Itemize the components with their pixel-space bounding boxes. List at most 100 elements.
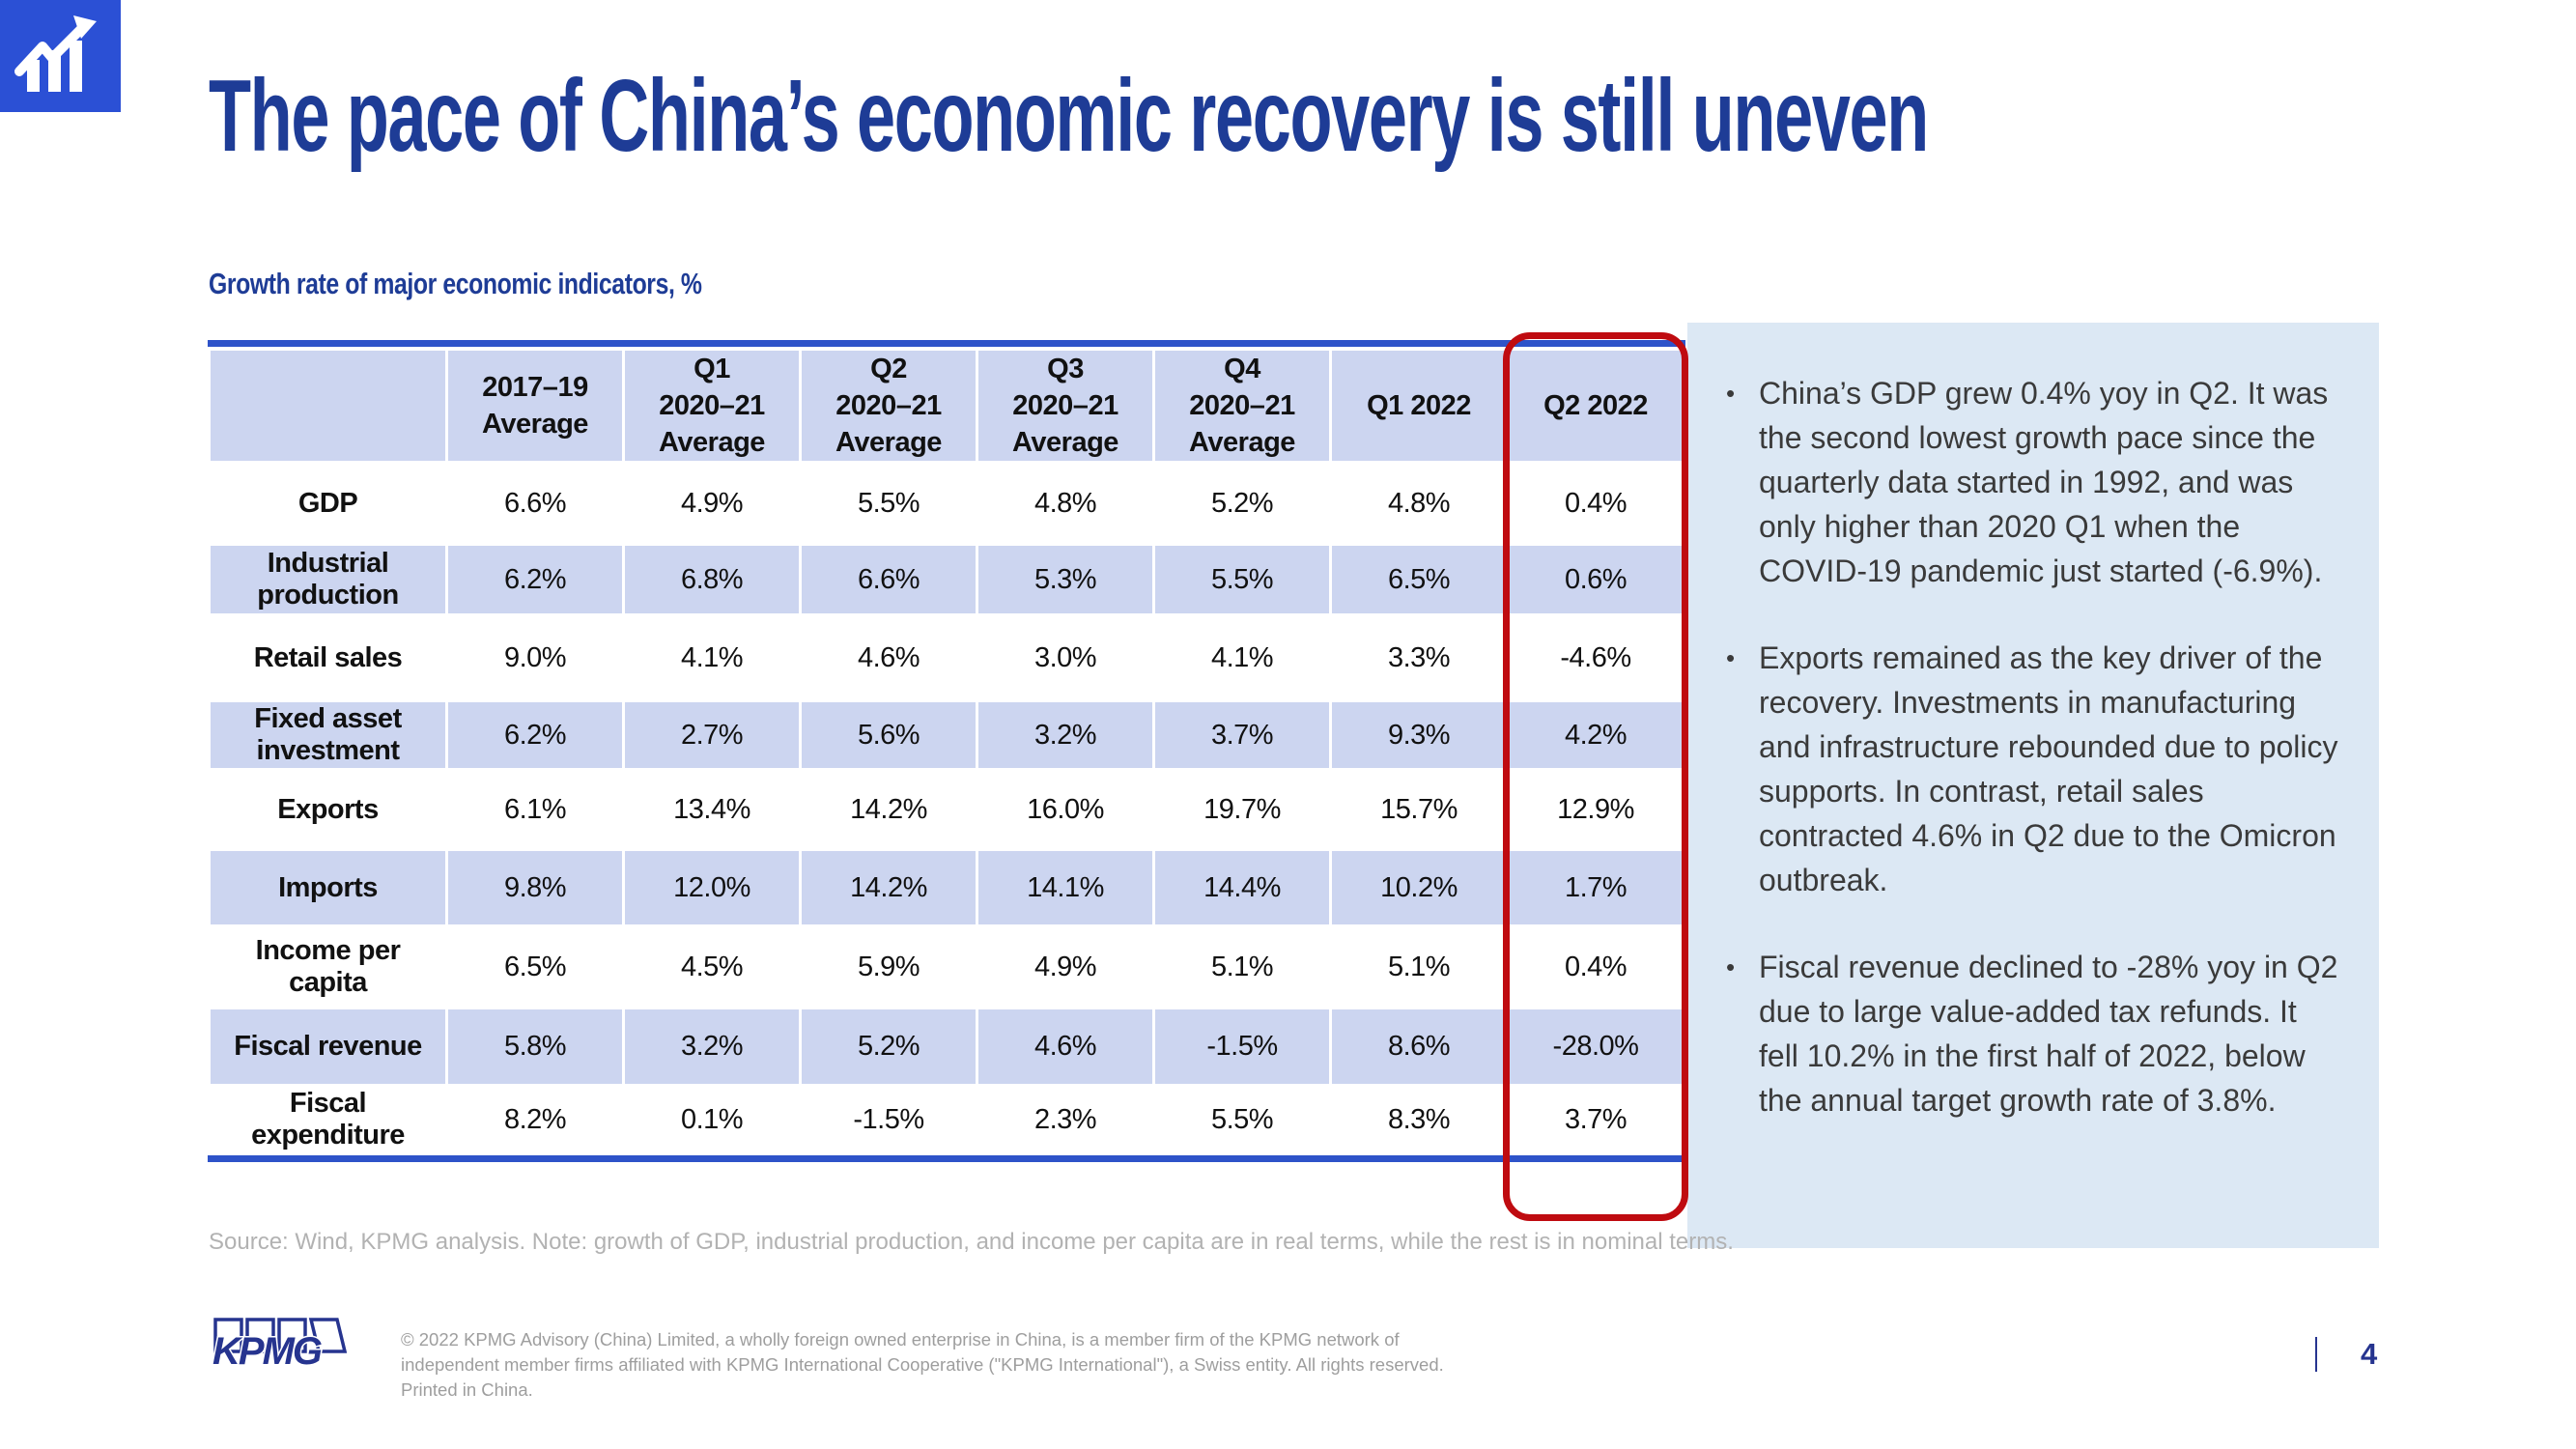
commentary-panel: • China’s GDP grew 0.4% yoy in Q2. It wa… bbox=[1687, 323, 2379, 1248]
table-cell: 9.0% bbox=[503, 641, 567, 673]
table-header-row: 2017–19 Average Q1 2020–21 Average Q2 20… bbox=[211, 351, 1683, 461]
table-caption-text: Growth rate of major economic indicators… bbox=[209, 267, 702, 300]
table-header-cell: 2017–19 Average bbox=[448, 351, 622, 461]
table-row: GDP 6.6% 4.9% 5.5% 4.8% 5.2% 4.8% 0.4% bbox=[211, 465, 1683, 542]
table-cell: 3.0% bbox=[1033, 641, 1097, 673]
table-cell: 5.8% bbox=[448, 1009, 622, 1084]
table-cell: 0.6% bbox=[1509, 546, 1683, 613]
table-cell: 0.1% bbox=[680, 1103, 744, 1135]
row-label: Fiscal expenditure bbox=[251, 1088, 405, 1151]
table-cell: 6.1% bbox=[503, 793, 567, 825]
table-cell: 5.3% bbox=[978, 546, 1152, 613]
table-bottom-rule bbox=[208, 1155, 1685, 1162]
row-label: Income per capita bbox=[255, 935, 401, 998]
table-cell: -1.5% bbox=[853, 1103, 924, 1135]
bullet-dot: • bbox=[1726, 952, 1736, 981]
table-cell: 6.6% bbox=[802, 546, 976, 613]
bullet-item: • Fiscal revenue declined to -28% yoy in… bbox=[1726, 945, 2338, 1122]
table-cell: 3.2% bbox=[625, 1009, 799, 1084]
table-cell: 0.4% bbox=[1564, 487, 1628, 519]
table-cell: -1.5% bbox=[1155, 1009, 1329, 1084]
row-label: GDP bbox=[297, 487, 358, 519]
table-row: Imports 9.8% 12.0% 14.2% 14.1% 14.4% 10.… bbox=[211, 851, 1683, 924]
table-cell: 3.3% bbox=[1387, 641, 1451, 673]
table-cell: 14.4% bbox=[1155, 851, 1329, 924]
table-cell: 5.2% bbox=[1210, 487, 1274, 519]
table-cell: 4.5% bbox=[680, 951, 744, 982]
bullet-item: • Exports remained as the key driver of … bbox=[1726, 636, 2338, 902]
row-label: Retail sales bbox=[253, 641, 403, 673]
table-cell: 6.2% bbox=[448, 546, 622, 613]
page-title: The pace of China’s economic recovery is… bbox=[209, 60, 2576, 173]
table-header-cell: Q1 2022 bbox=[1332, 351, 1506, 461]
table-cell: 6.6% bbox=[503, 487, 567, 519]
table-cell: 14.2% bbox=[802, 851, 976, 924]
table-header-cell: Q2 2022 bbox=[1509, 351, 1683, 461]
table-cell: 6.5% bbox=[1332, 546, 1506, 613]
table-cell: 5.5% bbox=[1155, 546, 1329, 613]
table-cell: 12.9% bbox=[1557, 793, 1634, 825]
table-cell: 9.3% bbox=[1332, 702, 1506, 768]
table-cell: 1.7% bbox=[1509, 851, 1683, 924]
table-cell: 8.2% bbox=[503, 1103, 567, 1135]
table-header-cell bbox=[211, 351, 445, 461]
q2-2022-highlight-outline bbox=[1503, 332, 1688, 1221]
bullet-text: Exports remained as the key driver of th… bbox=[1759, 640, 2338, 897]
bullet-dot: • bbox=[1726, 379, 1736, 408]
table-cell: 3.7% bbox=[1564, 1103, 1628, 1135]
table-cell: 4.8% bbox=[1033, 487, 1097, 519]
growth-chart-icon bbox=[14, 15, 97, 92]
row-label: Fiscal revenue bbox=[211, 1009, 445, 1084]
source-note: Source: Wind, KPMG analysis. Note: growt… bbox=[209, 1229, 1734, 1255]
slide-logo-box bbox=[0, 0, 121, 112]
table-cell: 4.8% bbox=[1387, 487, 1451, 519]
table-cell: 4.2% bbox=[1509, 702, 1683, 768]
table-cell: 4.6% bbox=[978, 1009, 1152, 1084]
table-row: Income per capita 6.5% 4.5% 5.9% 4.9% 5.… bbox=[211, 928, 1683, 1006]
table-cell: 4.9% bbox=[680, 487, 744, 519]
table-row: Exports 6.1% 13.4% 14.2% 16.0% 19.7% 15.… bbox=[211, 772, 1683, 847]
table-cell: 5.6% bbox=[802, 702, 976, 768]
table-header-cell: Q1 2020–21 Average bbox=[625, 351, 799, 461]
bullet-text: Fiscal revenue declined to -28% yoy in Q… bbox=[1759, 950, 2338, 1118]
table-cell: 14.2% bbox=[850, 793, 927, 825]
table-cell: 5.1% bbox=[1210, 951, 1274, 982]
row-label: Industrial production bbox=[211, 546, 445, 613]
table-cell: 0.4% bbox=[1564, 951, 1628, 982]
row-label: Imports bbox=[211, 851, 445, 924]
table-cell: 3.7% bbox=[1155, 702, 1329, 768]
table-cell: 5.5% bbox=[857, 487, 920, 519]
table-cell: 15.7% bbox=[1380, 793, 1458, 825]
table-row: Fiscal revenue 5.8% 3.2% 5.2% 4.6% -1.5%… bbox=[211, 1009, 1683, 1084]
page-number-divider bbox=[2315, 1337, 2317, 1372]
table-cell: 8.6% bbox=[1332, 1009, 1506, 1084]
table-cell: 3.2% bbox=[978, 702, 1152, 768]
table-header-cell: Q2 2020–21 Average bbox=[802, 351, 976, 461]
page-number: 4 bbox=[2361, 1337, 2378, 1371]
bullet-item: • China’s GDP grew 0.4% yoy in Q2. It wa… bbox=[1726, 371, 2338, 593]
table-header-cell: Q4 2020–21 Average bbox=[1155, 351, 1329, 461]
table-cell: 4.1% bbox=[680, 641, 744, 673]
table-cell: 12.0% bbox=[625, 851, 799, 924]
table-cell: 5.9% bbox=[857, 951, 920, 982]
table-caption: Growth rate of major economic indicators… bbox=[209, 267, 825, 301]
indicator-table: 2017–19 Average Q1 2020–21 Average Q2 20… bbox=[208, 340, 1685, 1162]
table-row: Retail sales 9.0% 4.1% 4.6% 3.0% 4.1% 3.… bbox=[211, 617, 1683, 698]
copyright-text: © 2022 KPMG Advisory (China) Limited, a … bbox=[401, 1329, 1444, 1400]
table-cell: 5.2% bbox=[802, 1009, 976, 1084]
kpmg-logo-text: KPMG bbox=[212, 1330, 322, 1368]
table-cell: 8.3% bbox=[1387, 1103, 1451, 1135]
table-cell: 4.1% bbox=[1210, 641, 1274, 673]
table-cell: 9.8% bbox=[448, 851, 622, 924]
table-cell: 2.7% bbox=[625, 702, 799, 768]
table-cell: 14.1% bbox=[978, 851, 1152, 924]
table-row: Fiscal expenditure 8.2% 0.1% -1.5% 2.3% … bbox=[211, 1088, 1683, 1151]
table-cell: -28.0% bbox=[1509, 1009, 1683, 1084]
bullet-dot: • bbox=[1726, 643, 1736, 672]
table-row: Industrial production 6.2% 6.8% 6.6% 5.3… bbox=[211, 546, 1683, 613]
table-cell: 4.9% bbox=[1033, 951, 1097, 982]
table-cell: -4.6% bbox=[1560, 641, 1631, 673]
row-label: Exports bbox=[277, 793, 379, 825]
table-cell: 5.5% bbox=[1210, 1103, 1274, 1135]
